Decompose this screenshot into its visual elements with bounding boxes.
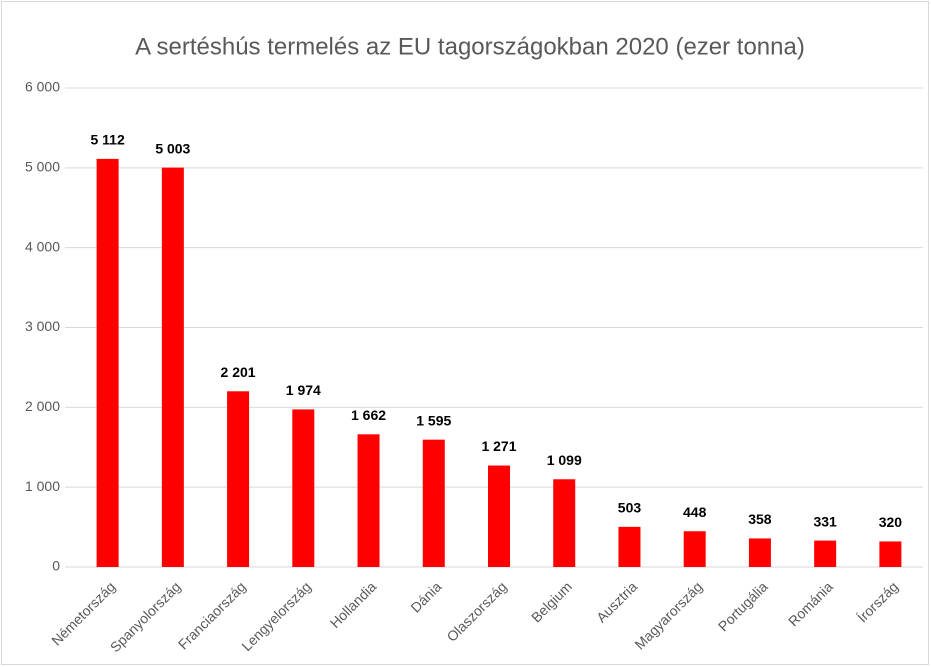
data-label: 2 201 (221, 364, 256, 380)
y-tick-label: 6 000 (25, 79, 60, 95)
bar (357, 434, 380, 567)
y-tick-label: 0 (52, 558, 60, 574)
bar (683, 531, 706, 567)
data-label: 1 974 (286, 382, 321, 398)
data-label: 320 (879, 514, 903, 530)
data-label: 503 (618, 500, 642, 516)
y-tick-label: 5 000 (25, 159, 60, 175)
chart-title: A sertéshús termelés az EU tagországokba… (135, 33, 805, 60)
bar (879, 541, 902, 567)
bar (96, 158, 119, 567)
y-tick-label: 4 000 (25, 238, 60, 254)
data-label: 1 271 (481, 438, 516, 454)
y-tick-label: 2 000 (25, 398, 60, 414)
bar (553, 479, 576, 567)
bar (814, 540, 837, 567)
bar (227, 391, 250, 567)
bar (161, 167, 184, 568)
bar (618, 526, 641, 567)
y-tick-label: 1 000 (25, 478, 60, 494)
data-label: 1 662 (351, 407, 386, 423)
data-label: 358 (748, 511, 772, 527)
bar (422, 439, 445, 567)
data-label: 1 595 (416, 412, 451, 428)
data-label: 5 112 (90, 132, 124, 148)
data-label: 5 003 (155, 140, 190, 156)
y-tick-label: 3 000 (25, 318, 60, 334)
bar (748, 538, 771, 567)
bar (292, 409, 315, 567)
data-label: 331 (813, 513, 837, 529)
bar (488, 465, 510, 567)
data-label: 1 099 (547, 452, 582, 468)
data-label: 448 (683, 504, 707, 520)
